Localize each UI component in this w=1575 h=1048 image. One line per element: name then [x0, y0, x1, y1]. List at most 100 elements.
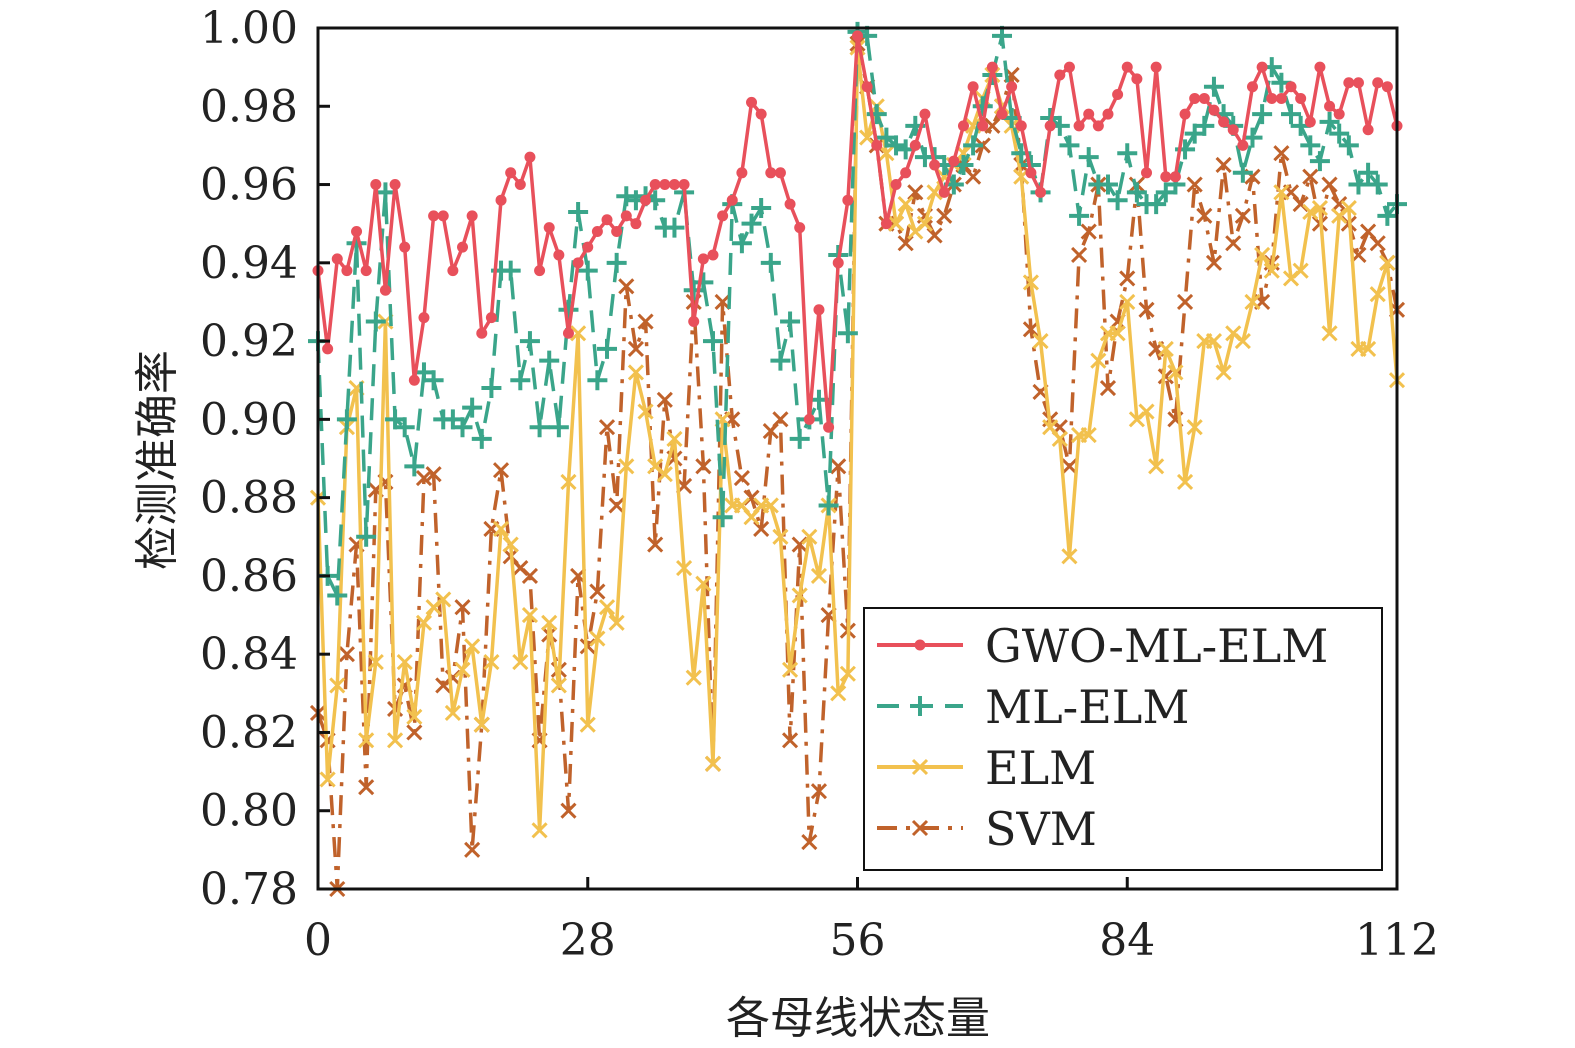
data-point-elm: [810, 567, 828, 584]
data-point-ml-elm: [1319, 111, 1340, 132]
data-point-svm: [1273, 145, 1290, 162]
data-point-gwo-ml-elm: [1083, 108, 1095, 120]
data-point-svm: [1331, 196, 1348, 213]
legend-marker: [911, 819, 929, 837]
data-point-elm: [1138, 403, 1155, 420]
data-point-svm: [1119, 270, 1136, 287]
data-point-elm: [1032, 333, 1049, 350]
data-point-ml-elm: [963, 135, 984, 156]
data-point-gwo-ml-elm: [447, 265, 459, 277]
data-point-svm: [589, 583, 606, 600]
data-point-ml-elm: [1252, 104, 1273, 125]
data-point-gwo-ml-elm: [784, 198, 796, 210]
data-point-ml-elm: [529, 417, 550, 438]
data-point-ml-elm: [327, 585, 348, 606]
legend-label: SVM: [985, 802, 1097, 856]
data-point-ml-elm: [568, 201, 589, 222]
data-point-elm: [329, 677, 346, 694]
data-point-gwo-ml-elm: [1314, 61, 1326, 73]
data-point-ml-elm: [1059, 135, 1080, 156]
data-point-svm: [1138, 301, 1155, 318]
data-point-svm: [415, 470, 433, 487]
data-point-ml-elm: [1117, 143, 1138, 164]
data-point-gwo-ml-elm: [755, 108, 767, 120]
data-point-gwo-ml-elm: [900, 167, 912, 179]
data-point-elm: [772, 528, 789, 545]
data-point-svm: [656, 391, 673, 408]
data-point-elm: [464, 638, 481, 655]
data-point-ml-elm: [1358, 162, 1379, 183]
data-point-svm: [936, 207, 953, 224]
data-point-elm: [415, 614, 433, 631]
data-point-gwo-ml-elm: [1218, 116, 1230, 128]
data-point-ml-elm: [1309, 151, 1330, 172]
data-point-ml-elm: [693, 272, 714, 293]
data-point-gwo-ml-elm: [1092, 120, 1104, 132]
data-point-ml-elm: [1348, 174, 1369, 195]
data-point-elm: [897, 196, 914, 213]
data-point-gwo-ml-elm: [746, 96, 758, 108]
data-point-elm: [589, 630, 606, 647]
data-point-gwo-ml-elm: [736, 167, 748, 179]
data-point-ml-elm: [712, 507, 733, 528]
data-point-elm: [1273, 184, 1290, 201]
data-point-ml-elm: [1367, 174, 1388, 195]
data-point-elm: [1311, 199, 1328, 217]
data-point-ml-elm: [1097, 174, 1118, 195]
data-point-gwo-ml-elm: [1343, 77, 1355, 89]
data-point-ml-elm: [500, 260, 521, 281]
data-point-gwo-ml-elm: [1256, 61, 1268, 73]
data-point-elm: [926, 184, 943, 201]
data-point-gwo-ml-elm: [852, 30, 863, 42]
data-point-gwo-ml-elm: [1015, 120, 1027, 132]
data-point-ml-elm: [818, 495, 839, 516]
data-point-svm: [772, 411, 789, 428]
data-point-svm: [560, 802, 577, 819]
data-point-gwo-ml-elm: [591, 226, 603, 238]
data-point-elm: [1254, 246, 1271, 264]
data-point-elm: [1090, 352, 1107, 369]
y-tick-label: 0.84: [200, 629, 298, 680]
data-point-ml-elm: [1126, 182, 1147, 203]
data-point-svm: [406, 724, 423, 741]
data-point-elm: [704, 755, 722, 772]
legend-item-elm: ELM: [877, 741, 1096, 795]
data-point-ml-elm: [404, 456, 425, 477]
data-point-ml-elm: [789, 428, 810, 449]
data-point-ml-elm: [452, 417, 473, 438]
data-point-gwo-ml-elm: [1025, 167, 1037, 179]
data-point-gwo-ml-elm: [514, 179, 526, 191]
data-point-elm: [1176, 473, 1194, 491]
data-point-elm: [782, 661, 799, 678]
data-point-ml-elm: [1338, 135, 1359, 156]
data-point-elm: [396, 653, 413, 671]
y-axis-title: 检测准确率: [132, 350, 183, 570]
data-point-gwo-ml-elm: [1227, 124, 1239, 136]
data-point-ml-elm: [471, 428, 492, 449]
data-point-gwo-ml-elm: [1179, 108, 1191, 120]
data-point-ml-elm: [1232, 162, 1253, 183]
data-point-svm: [598, 419, 616, 436]
data-point-gwo-ml-elm: [562, 327, 574, 339]
data-point-gwo-ml-elm: [717, 210, 729, 222]
data-point-svm: [1215, 156, 1232, 174]
data-point-elm: [1215, 364, 1232, 381]
data-point-gwo-ml-elm: [649, 179, 661, 191]
data-point-elm: [1061, 548, 1078, 565]
data-point-svm: [1196, 207, 1213, 224]
data-point-gwo-ml-elm: [909, 139, 921, 151]
data-point-gwo-ml-elm: [630, 218, 642, 230]
data-point-elm: [916, 215, 933, 232]
ticks-layer: 0.78 0.80 0.82 0.84 0.86 0.88 0.90 0.92 0.94 0.96…: [200, 3, 1439, 966]
data-point-gwo-ml-elm: [707, 249, 719, 261]
data-point-gwo-ml-elm: [1131, 73, 1143, 85]
data-point-ml-elm: [741, 213, 762, 234]
data-point-svm: [984, 117, 1001, 134]
data-point-gwo-ml-elm: [929, 159, 941, 171]
data-point-gwo-ml-elm: [678, 179, 690, 191]
data-point-gwo-ml-elm: [640, 194, 652, 206]
data-point-gwo-ml-elm: [1102, 108, 1114, 120]
data-point-elm: [1119, 293, 1136, 311]
data-point-ml-elm: [1377, 205, 1398, 226]
